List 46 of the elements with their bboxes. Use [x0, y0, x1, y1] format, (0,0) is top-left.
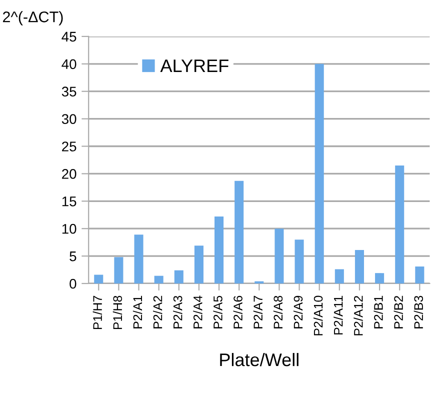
y-tick-label: 15	[62, 196, 76, 206]
x-tick-label: P2/A2	[153, 296, 162, 328]
x-tick-label: P1/H8	[112, 296, 122, 330]
bar	[174, 270, 184, 284]
x-tick-label: P2/A3	[173, 296, 182, 328]
x-tick-label: P2/B3	[414, 296, 424, 328]
x-tick-label: P2/A11	[334, 296, 343, 334]
x-tick-label: P2/A6	[233, 296, 242, 328]
bar	[274, 228, 284, 284]
bar	[415, 266, 424, 284]
y-tick-label: 45	[62, 32, 76, 42]
y-tick-label: 10	[62, 224, 76, 234]
bar	[134, 234, 144, 284]
bar	[94, 274, 104, 284]
x-tick-label: P2/B2	[394, 296, 403, 328]
bar	[194, 246, 204, 284]
x-tick-label: P2/A9	[293, 296, 303, 328]
x-tick-label: P2/A8	[273, 296, 283, 328]
bar	[354, 250, 364, 284]
x-tick-label: P2/A7	[253, 296, 263, 328]
y-tick-label: 20	[62, 169, 76, 179]
y-tick-label: 30	[62, 114, 76, 124]
bar	[294, 240, 304, 284]
x-tick-label: P2/A1	[132, 296, 142, 328]
bar	[334, 269, 344, 284]
x-tick-label: P1/H7	[92, 296, 102, 330]
bar	[314, 64, 324, 284]
y-tick-label: 35	[62, 86, 76, 97]
x-tick-label: P2/A4	[193, 296, 202, 328]
x-tick-label: P2/A12	[354, 296, 363, 336]
y-tick-label: 5	[70, 252, 76, 262]
bar	[114, 257, 124, 284]
y-tick-label: 40	[62, 59, 76, 70]
y-tick-label: 0	[70, 278, 76, 289]
x-tick-label: P2/A10	[314, 296, 323, 336]
bar	[375, 273, 384, 284]
bar	[214, 216, 224, 284]
x-axis-title: Plate/Well	[220, 352, 298, 366]
x-tick-label: P2/B1	[374, 296, 383, 328]
bar	[395, 165, 404, 284]
y-tick-label: 25	[62, 142, 76, 152]
bar	[234, 180, 244, 284]
legend-label: ALYREF	[160, 60, 228, 72]
y-axis-title: 2^(-ΔCT)	[2, 11, 63, 26]
bar	[154, 276, 164, 284]
x-tick-label: P2/A5	[213, 296, 222, 328]
